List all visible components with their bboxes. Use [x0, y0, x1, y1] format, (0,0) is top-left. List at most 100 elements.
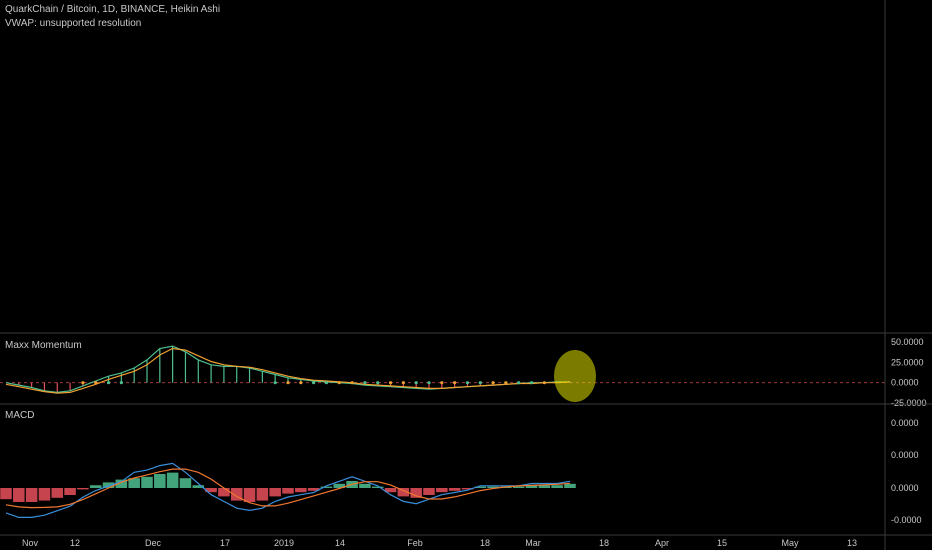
- macd-hist-bar: [205, 488, 217, 493]
- macd-tick-label: 0.0000: [891, 483, 919, 493]
- macd-pane[interactable]: [0, 462, 576, 518]
- macd-hist-bar: [320, 486, 333, 488]
- date-label: Dec: [145, 538, 162, 548]
- macd-hist-bar: [448, 488, 461, 491]
- momentum-dot: [453, 381, 457, 385]
- macd-hist-bar: [0, 488, 12, 500]
- macd-hist-bar: [141, 476, 153, 488]
- macd-hist-bar: [551, 485, 563, 488]
- macd-hist-bar: [474, 486, 487, 488]
- macd-line: [5, 462, 571, 518]
- momentum-dot: [465, 381, 470, 385]
- momentum-dot: [427, 381, 431, 385]
- momentum-dot: [529, 381, 534, 385]
- macd-hist-bar: [359, 483, 371, 488]
- macd-hist-bar: [115, 479, 128, 488]
- macd-hist-bar: [269, 488, 281, 497]
- momentum-dot: [286, 381, 290, 385]
- macd-hist-bar: [410, 488, 422, 498]
- macd-tick-label: 0.0000: [891, 418, 919, 428]
- macd-hist-bar: [525, 485, 538, 488]
- momentum-dot: [504, 381, 508, 385]
- macd-hist-bar: [51, 488, 64, 498]
- macd-hist-bar: [564, 483, 576, 488]
- macd-hist-bar: [333, 483, 346, 488]
- date-label: Apr: [655, 538, 669, 548]
- momentum-pane[interactable]: [0, 345, 885, 402]
- momentum-dot: [94, 381, 98, 385]
- date-label: 14: [335, 538, 345, 548]
- date-label: 17: [220, 538, 230, 548]
- momentum-dot: [273, 381, 277, 385]
- macd-hist-bar: [436, 488, 448, 493]
- date-label: 18: [599, 538, 609, 548]
- momentum-dot: [414, 381, 418, 385]
- macd-hist-bar: [218, 488, 230, 497]
- momentum-dot: [376, 381, 380, 385]
- momentum-dot: [106, 381, 111, 385]
- momentum-tick-label: 25.0000: [891, 357, 924, 367]
- macd-hist-bar: [179, 478, 192, 488]
- macd-hist-bar: [154, 474, 166, 488]
- macd-hist-bar: [282, 488, 294, 494]
- momentum-dot: [324, 381, 329, 385]
- macd-hist-bar: [371, 486, 384, 488]
- date-label: Feb: [407, 538, 423, 548]
- macd-hist-bar: [230, 488, 243, 501]
- highlight-circle: [554, 350, 596, 402]
- macd-hist-bar: [64, 488, 76, 495]
- macd-hist-bar: [461, 488, 474, 490]
- macd-hist-bar: [423, 488, 435, 495]
- macd-hist-bar: [256, 488, 269, 501]
- macd-signal-line: [5, 468, 571, 509]
- macd-hist-bar: [166, 472, 179, 488]
- momentum-dot: [440, 381, 444, 385]
- macd-hist-bar: [397, 488, 410, 497]
- date-label: 15: [717, 538, 727, 548]
- macd-hist-bar: [13, 488, 25, 502]
- momentum-dot: [119, 381, 123, 385]
- momentum-dot: [312, 381, 316, 385]
- momentum-tick-label: 0.0000: [891, 378, 919, 388]
- momentum-dot: [388, 381, 393, 385]
- macd-hist-bar: [25, 488, 38, 502]
- momentum-dot: [337, 381, 341, 385]
- macd-title: MACD: [5, 410, 35, 421]
- macd-hist-bar: [487, 486, 499, 488]
- momentum-dot: [401, 381, 405, 385]
- macd-hist-bar: [89, 485, 102, 488]
- momentum-dot: [299, 381, 303, 385]
- macd-hist-bar: [512, 486, 525, 488]
- date-label: 18: [480, 538, 490, 548]
- macd-hist-bar: [38, 488, 51, 501]
- momentum-dot: [517, 381, 521, 385]
- macd-hist-bar: [384, 488, 397, 493]
- momentum-line-slow: [5, 347, 571, 394]
- date-label: Mar: [525, 538, 541, 548]
- macd-hist-bar: [102, 482, 115, 488]
- momentum-title: Maxx Momentum: [5, 340, 82, 351]
- price-axis[interactable]: 0.000009200.00000903QKCBTC50.000025.0000…: [855, 0, 932, 525]
- chart-title: QuarkChain / Bitcoin, 1D, BINANCE, Heiki…: [5, 4, 221, 15]
- momentum-dot: [363, 381, 367, 385]
- macd-hist-bar: [307, 488, 320, 491]
- momentum-tick-label: -25.0000: [891, 398, 927, 408]
- macd-hist-bar: [295, 488, 307, 493]
- macd-hist-bar: [77, 488, 89, 490]
- momentum-dot: [350, 381, 354, 385]
- date-label: 12: [70, 538, 80, 548]
- macd-tick-label: -0.0000: [891, 515, 922, 525]
- date-label: Nov: [22, 538, 39, 548]
- momentum-dot: [491, 381, 495, 385]
- momentum-tick-label: 50.0000: [891, 337, 924, 347]
- time-axis[interactable]: Nov 12 Dec 17 2019 14 Feb 18 Mar 18 Apr 15 May 13: [22, 538, 857, 548]
- date-label: 13: [847, 538, 857, 548]
- date-label: 2019: [274, 538, 294, 548]
- momentum-dot: [542, 381, 546, 385]
- momentum-dot: [478, 381, 482, 385]
- momentum-dot: [81, 381, 85, 385]
- macd-tick-label: 0.0000: [891, 450, 919, 460]
- macd-hist-bar: [192, 485, 205, 488]
- macd-hist-bar: [538, 485, 551, 488]
